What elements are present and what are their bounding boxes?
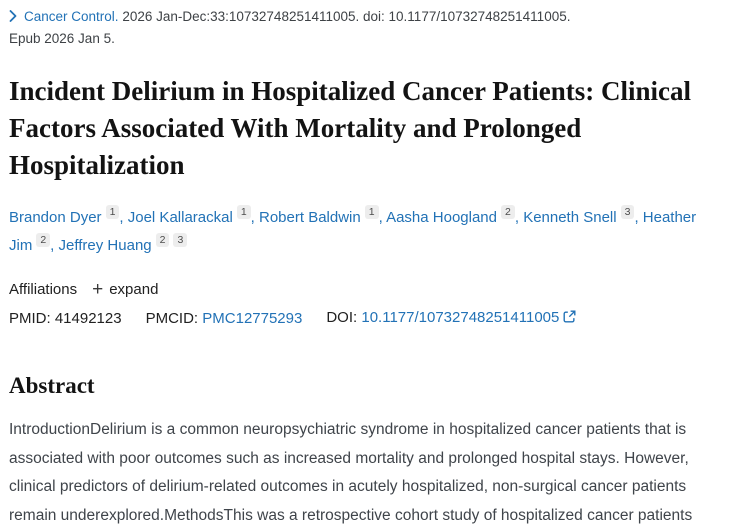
journal-citation-line: Cancer Control. 2026 Jan-Dec:33:10732748… [9, 6, 736, 49]
pmid-value: 41492123 [54, 309, 122, 327]
citation-text: 2026 Jan-Dec:33:10732748251411005. doi: … [122, 9, 571, 24]
chevron-right-icon[interactable] [9, 7, 18, 28]
author-affiliation-badge[interactable]: 3 [620, 205, 635, 219]
journal-link[interactable]: Cancer Control. [24, 9, 119, 24]
author-separator: , [50, 237, 59, 254]
author-link[interactable]: Joel Kallarackal [127, 209, 233, 226]
author-affiliation-badge[interactable]: 2 [501, 205, 515, 219]
pmcid-link[interactable]: PMC12775293 [202, 309, 303, 327]
author-affiliation-badge[interactable]: 2 [155, 233, 170, 247]
author-separator: , [378, 209, 387, 226]
authors-list: Brandon Dyer 1, Joel Kallarackal 1, Robert… [9, 204, 714, 260]
expand-affiliations-button[interactable]: + expand [92, 279, 159, 300]
affiliations-row: Affiliations + expand [9, 279, 736, 300]
author-separator: , [119, 209, 128, 226]
author-link[interactable]: Brandon Dyer [9, 209, 102, 226]
pmcid-item: PMCID: PMC12775293 [146, 307, 303, 331]
author-affiliation-badge[interactable]: 3 [173, 233, 188, 247]
doi-link[interactable]: 10.1177/10732748251411005 [361, 309, 560, 326]
author-affiliation-badge[interactable]: 1 [364, 205, 379, 219]
epub-date: Epub 2026 Jan 5. [9, 31, 115, 46]
author-link[interactable]: Kenneth Snell [523, 209, 617, 226]
author-affiliation-badge[interactable]: 1 [236, 205, 251, 219]
author-link[interactable]: Jeffrey Huang [58, 237, 152, 254]
author-separator: , [634, 209, 643, 226]
author-link[interactable]: Heather Jim [9, 209, 697, 254]
doi-label: DOI: [326, 309, 358, 326]
author-affiliation-badge[interactable]: 2 [36, 233, 51, 247]
pmcid-label: PMCID: [145, 309, 199, 327]
expand-label: expand [109, 281, 159, 298]
author-link[interactable]: Aasha Hoogland [386, 209, 497, 226]
author-separator: , [514, 209, 524, 226]
author-separator: , [250, 209, 259, 226]
article-title: Incident Delirium in Hospitalized Cancer… [9, 76, 691, 180]
abstract-heading: Abstract [9, 373, 95, 398]
abstract-text: IntroductionDelirium is a common neurops… [9, 421, 693, 524]
doi-item: DOI: 10.1177/10732748251411005 [326, 306, 576, 331]
external-link-icon[interactable] [563, 307, 576, 331]
affiliations-label: Affiliations [9, 281, 78, 298]
author-link[interactable]: Robert Baldwin [259, 209, 361, 226]
identifiers-row: PMID: 41492123 PMCID: PMC12775293 DOI: 1… [9, 306, 736, 331]
pmid-item: PMID: 41492123 [9, 307, 122, 331]
pmid-label: PMID: [9, 309, 51, 327]
plus-icon: + [92, 279, 104, 300]
author-affiliation-badge[interactable]: 1 [105, 205, 120, 219]
